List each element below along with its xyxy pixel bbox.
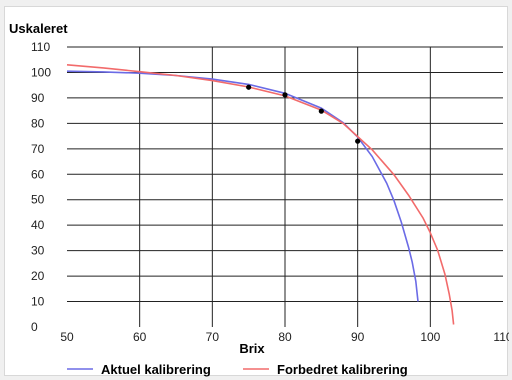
y-tick-label: 80	[31, 116, 45, 130]
y-tick-label: 90	[31, 91, 45, 105]
x-tick-label: 70	[206, 330, 220, 344]
y-tick-label: 20	[31, 269, 45, 283]
series-line-forbedret	[66, 64, 455, 325]
legend-label-aktuel: Aktuel kalibrering	[101, 362, 211, 377]
y-tick-label: 40	[31, 218, 45, 232]
x-tick-label: 50	[60, 330, 74, 344]
x-tick-label: 90	[351, 330, 365, 344]
series-lines	[66, 64, 455, 325]
y-tick-label: 100	[31, 65, 51, 79]
x-tick-label: 110	[493, 330, 509, 344]
series-line-aktuel	[66, 70, 419, 302]
calibration-points	[246, 84, 361, 144]
y-tick-label: 30	[31, 244, 45, 258]
y-tick-label: 50	[31, 193, 45, 207]
y-tick-label: 110	[31, 40, 50, 54]
x-tick-label: 80	[278, 330, 292, 344]
y-tick-label: 70	[31, 142, 45, 156]
y-axis-title: Uskaleret	[9, 21, 68, 36]
y-tick-label: 10	[31, 295, 45, 309]
calibration-point	[318, 108, 324, 114]
x-tick-label: 60	[133, 330, 147, 344]
y-tick-labels: 0 10 20 30 40 50 60 70 80 90 100 110	[31, 40, 51, 334]
legend-label-forbedret: Forbedret kalibrering	[277, 362, 408, 377]
calibration-point	[246, 84, 252, 90]
calibration-point	[282, 92, 288, 98]
grid	[67, 46, 503, 327]
chart-panel: Uskaleret 0 10 20 30 40 50 60 70 80 90 100 110 50 60…	[4, 6, 509, 377]
x-axis-title: Brix	[239, 341, 265, 356]
calibration-chart: Uskaleret 0 10 20 30 40 50 60 70 80 90 100 110 50 60…	[9, 21, 509, 377]
x-tick-label: 100	[420, 330, 440, 344]
legend: Aktuel kalibrering Forbedret kalibrering	[67, 362, 408, 377]
y-tick-label: 60	[31, 167, 45, 181]
y-tick-label: 0	[31, 320, 38, 334]
calibration-point	[355, 138, 361, 144]
x-tick-labels: 50 60 70 80 90 100 110	[60, 330, 509, 344]
